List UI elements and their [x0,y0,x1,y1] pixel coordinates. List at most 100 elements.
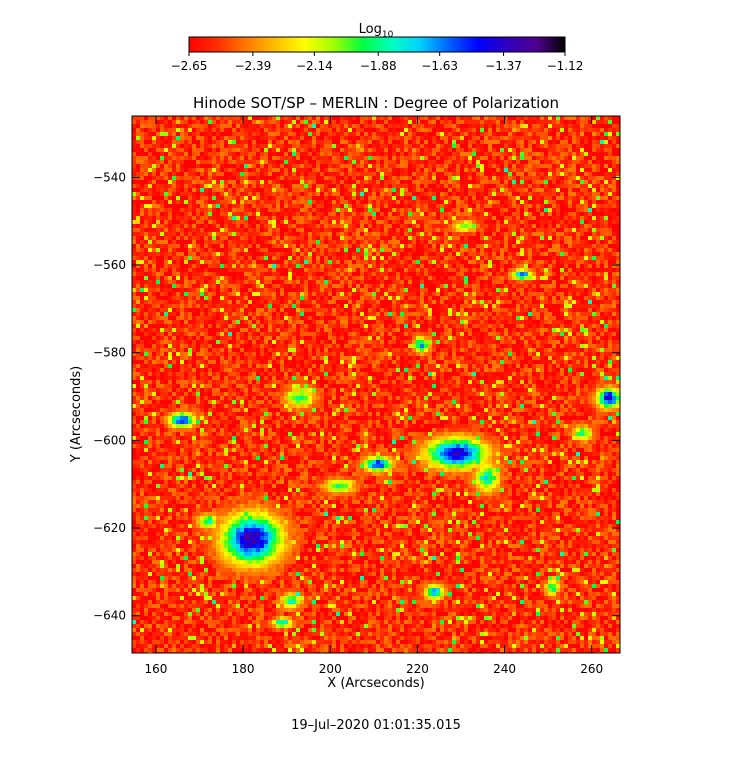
heatmap-cell [148,240,152,244]
heatmap-cell [572,232,576,236]
heatmap-cell [200,256,204,260]
heatmap-cell [268,132,272,136]
heatmap-cell [360,152,364,156]
heatmap-cell [552,128,556,132]
heatmap-cell [476,152,480,156]
heatmap-cell [304,172,308,176]
heatmap-cell [572,140,576,144]
heatmap-cell [496,240,500,244]
heatmap-cell [316,124,320,128]
heatmap-cell [400,176,404,180]
heatmap-cell [252,140,256,144]
heatmap-cell [404,276,408,280]
heatmap-cell [532,224,536,228]
heatmap-cell [304,160,308,164]
heatmap-cell [452,212,456,216]
heatmap-cell [384,176,388,180]
heatmap-cell [404,180,408,184]
heatmap-cell [520,212,524,216]
heatmap-cell [312,212,316,216]
heatmap-cell [200,208,204,212]
heatmap-cell [132,220,136,224]
heatmap-cell [276,228,280,232]
heatmap-cell [240,132,244,136]
heatmap-cell [400,160,404,164]
heatmap-cell [344,128,348,132]
heatmap-cell [364,144,368,148]
heatmap-cell [404,136,408,140]
heatmap-cell [440,240,444,244]
heatmap-cell [504,148,508,152]
heatmap-cell [440,176,444,180]
heatmap-cell [416,136,420,140]
heatmap-cell [316,244,320,248]
colorbar-tick-label: −2.39 [235,59,272,73]
heatmap-cell [300,268,304,272]
heatmap-cell [584,124,588,128]
heatmap-cell [488,216,492,220]
heatmap-cell [248,208,252,212]
heatmap-cell [460,136,464,140]
heatmap-cell [360,228,364,232]
heatmap-cell [204,120,208,124]
heatmap-cell [596,136,600,140]
heatmap-cell [420,276,424,280]
heatmap-cell [192,124,196,128]
heatmap-cell [420,188,424,192]
heatmap-cell [324,236,328,240]
heatmap-cell [536,164,540,168]
heatmap-cell [344,180,348,184]
heatmap-cell [568,200,572,204]
heatmap-cell [328,188,332,192]
heatmap-cell [396,272,400,276]
heatmap-cell [204,244,208,248]
heatmap-cell [556,256,560,260]
heatmap-cell [296,172,300,176]
heatmap-cell [304,128,308,132]
heatmap-cell [380,116,384,120]
heatmap-cell [204,176,208,180]
heatmap-cell [368,276,372,280]
heatmap-cell [368,236,372,240]
heatmap-cell [560,152,564,156]
heatmap-cell [272,232,276,236]
heatmap-cell [336,216,340,220]
heatmap-cell [168,132,172,136]
heatmap-cell [216,224,220,228]
heatmap-cell [476,220,480,224]
heatmap-cell [364,160,368,164]
heatmap-cell [468,216,472,220]
heatmap-cell [336,268,340,272]
heatmap-cell [276,128,280,132]
heatmap-cell [508,212,512,216]
heatmap-cell [452,136,456,140]
heatmap-cell [356,160,360,164]
heatmap-cell [384,260,388,264]
heatmap-cell [400,148,404,152]
heatmap-cell [508,152,512,156]
heatmap-cell [468,236,472,240]
heatmap-cell [432,244,436,248]
heatmap-cell [164,148,168,152]
heatmap-cell [460,204,464,208]
heatmap-cell [544,240,548,244]
heatmap-cell [472,208,476,212]
heatmap-cell [456,204,460,208]
heatmap-cell [416,192,420,196]
heatmap-cell [568,216,572,220]
heatmap-cell [612,172,616,176]
heatmap-cell [436,164,440,168]
heatmap-cell [360,168,364,172]
heatmap-cell [392,148,396,152]
heatmap-cell [204,260,208,264]
heatmap-cell [580,272,584,276]
heatmap-cell [584,136,588,140]
heatmap-cell [336,120,340,124]
heatmap-cell [580,228,584,232]
heatmap-cell [384,164,388,168]
heatmap-cell [148,140,152,144]
heatmap-cell [216,160,220,164]
heatmap-cell [140,248,144,252]
heatmap-cell [272,212,276,216]
heatmap-cell [244,276,248,280]
